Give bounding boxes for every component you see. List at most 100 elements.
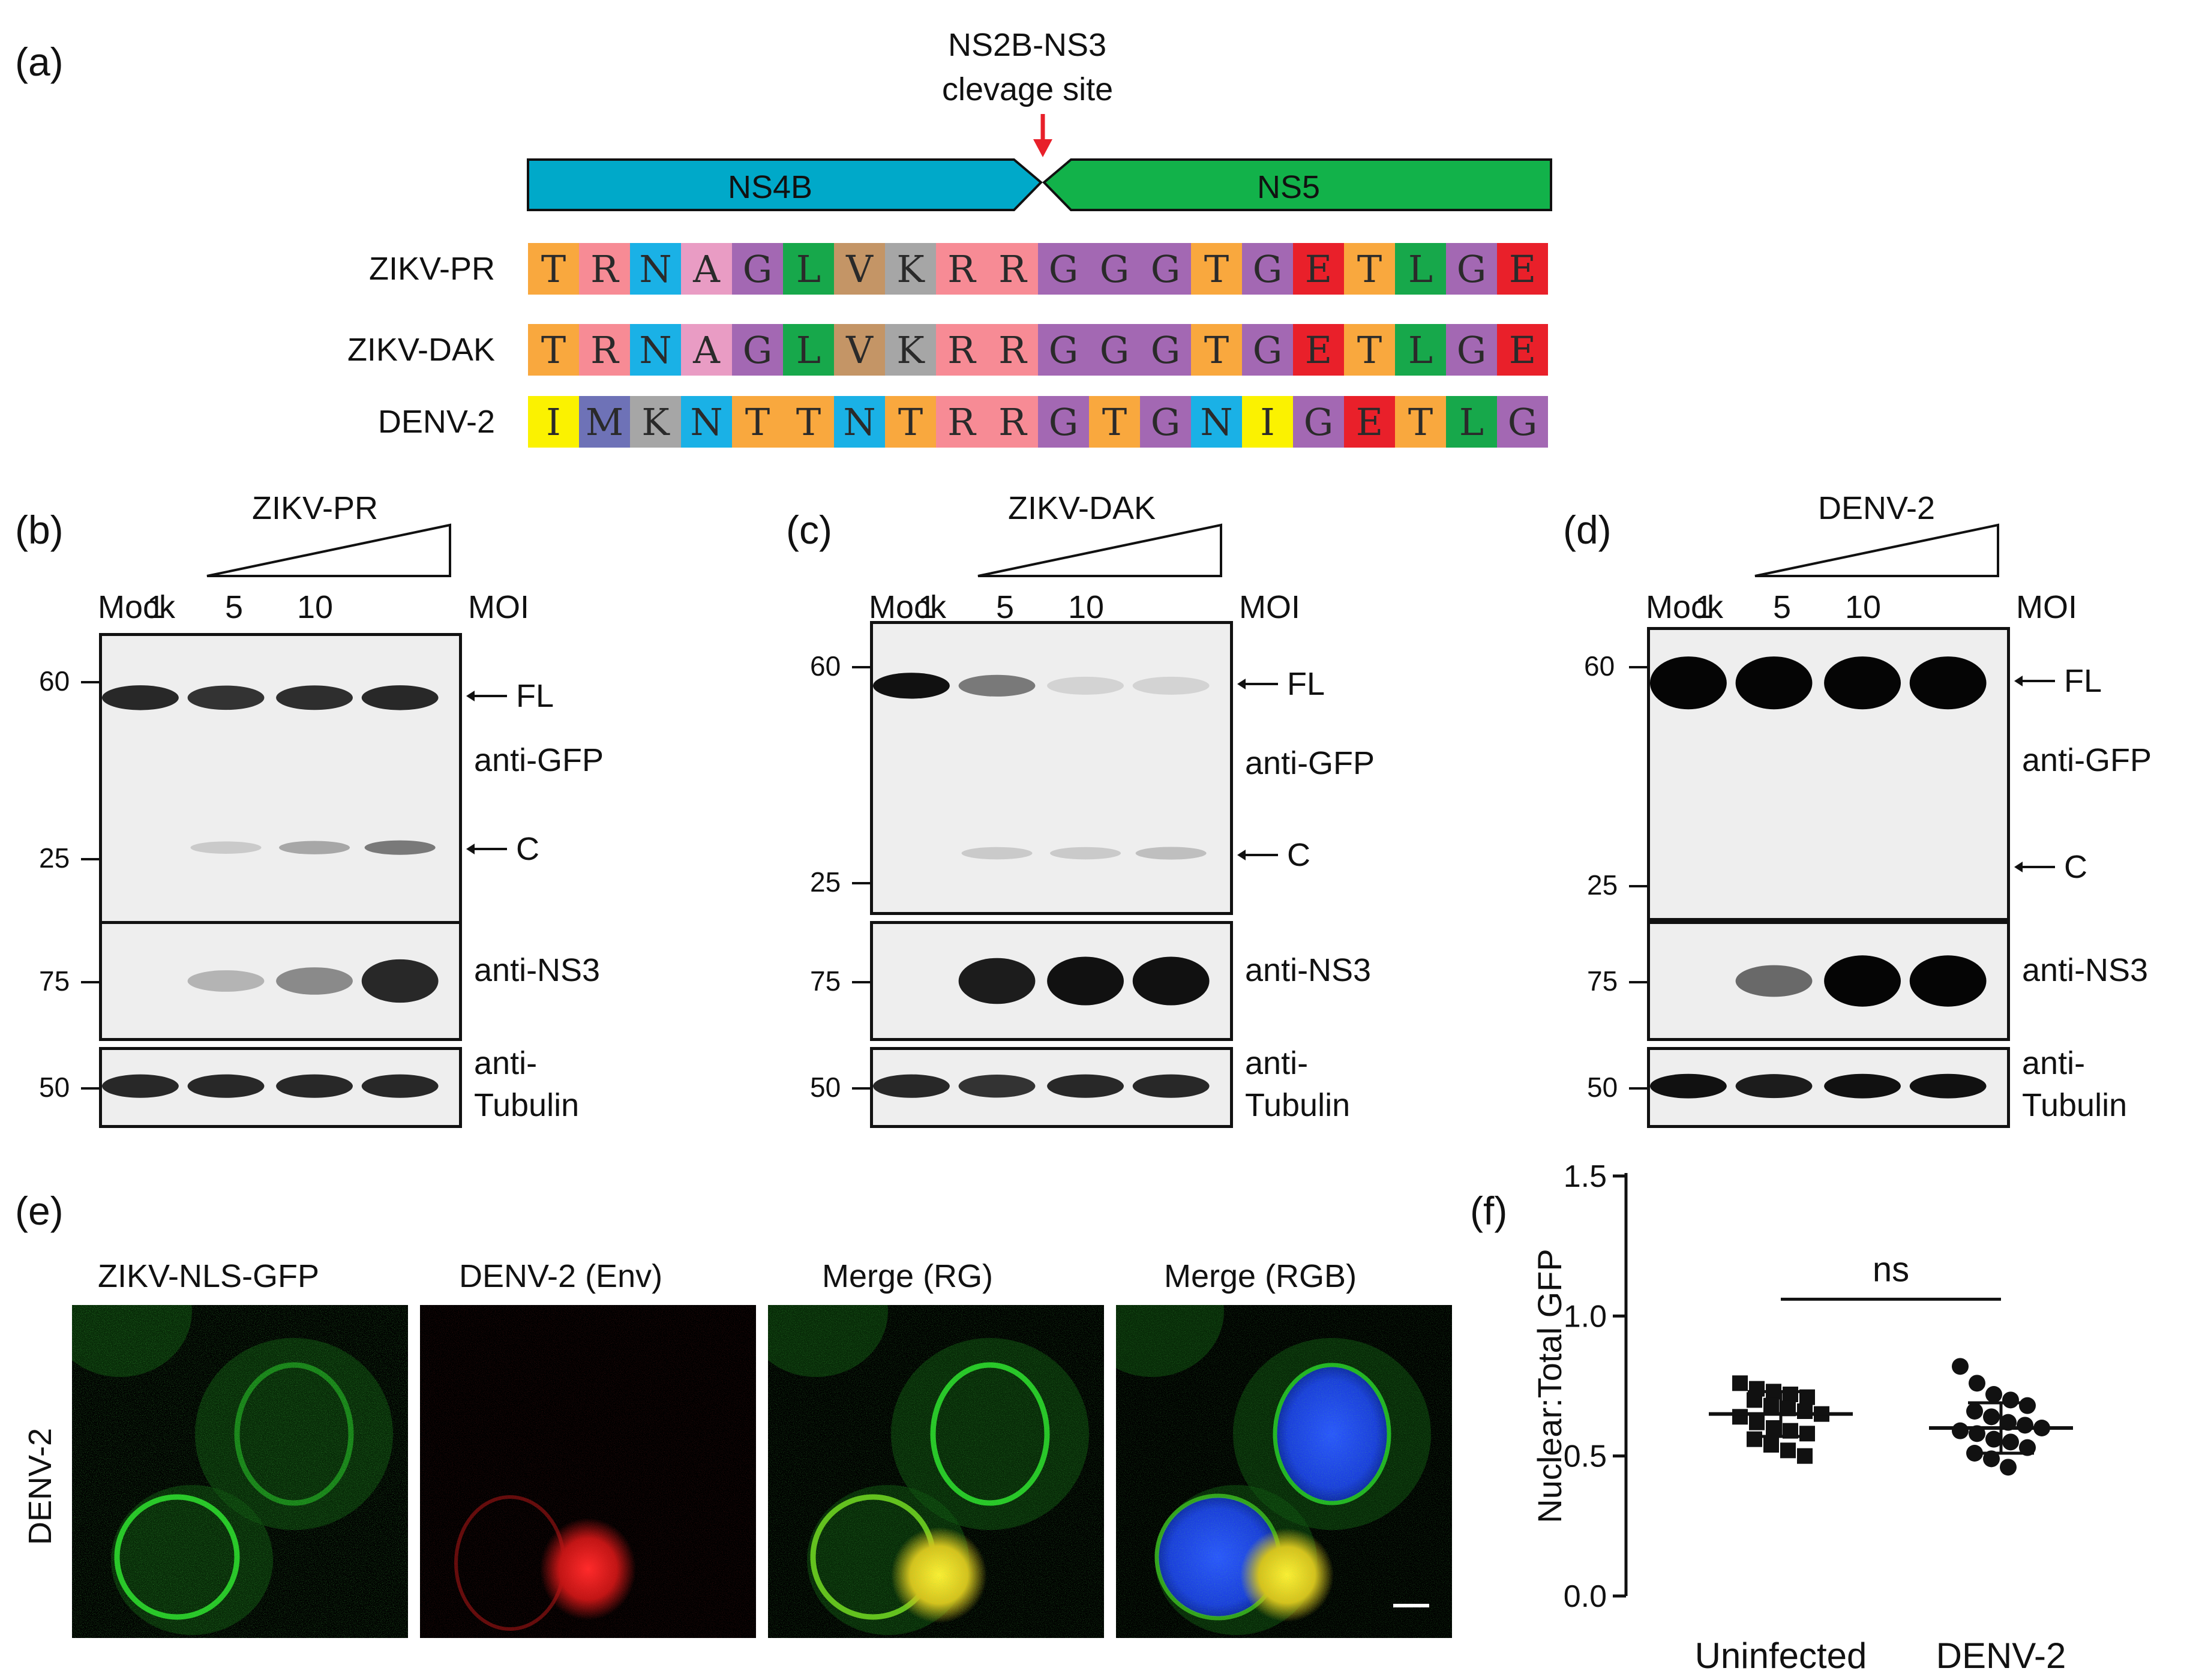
blot-band xyxy=(961,847,1033,860)
lane-label: Mock xyxy=(869,589,947,625)
moi-label: MOI xyxy=(2016,589,2077,625)
tubulin-blot xyxy=(870,1047,1233,1128)
residue-cell: K xyxy=(630,396,681,448)
ns5-label: NS5 xyxy=(1257,169,1321,205)
data-point xyxy=(1985,1386,2002,1403)
residue-cell: G xyxy=(1140,324,1191,376)
residue-cell: N xyxy=(630,324,681,376)
mw-tick xyxy=(81,681,99,683)
left-arrow-icon xyxy=(466,844,507,854)
ns4b-domain-shape xyxy=(527,158,1043,211)
sequence-name: ZIKV-PR xyxy=(368,251,495,287)
data-point xyxy=(1763,1397,1779,1414)
residue-cell: N xyxy=(834,396,885,448)
blot-band xyxy=(1909,1073,1987,1099)
blot-band xyxy=(276,967,353,995)
lane-label: 1 xyxy=(147,589,166,625)
residue-cell: G xyxy=(1242,243,1293,295)
ns3-blot xyxy=(870,921,1233,1041)
micrograph-gfp xyxy=(72,1305,408,1638)
residue-cell: L xyxy=(1395,243,1446,295)
ns4b-label: NS4B xyxy=(728,169,813,205)
residue-cell: T xyxy=(1344,324,1395,376)
mw-marker: 25 xyxy=(1587,869,1618,901)
lane-label: 10 xyxy=(1068,589,1105,625)
residue-cell: N xyxy=(681,396,732,448)
data-point xyxy=(1783,1387,1798,1402)
micro-title-gfp: ZIKV-NLS-GFP xyxy=(98,1258,320,1294)
residue-cell: T xyxy=(885,396,936,448)
x-category-label: DENV-2 xyxy=(1936,1636,2066,1676)
micrograph-merge-rgb xyxy=(1116,1305,1452,1638)
moi-wedge-icon xyxy=(206,523,451,577)
residue-cell: T xyxy=(528,324,579,376)
scale-bar xyxy=(1393,1604,1429,1607)
sequence-name: ZIKV-DAK xyxy=(347,332,495,368)
data-point xyxy=(1766,1420,1781,1436)
lane-label: Mock xyxy=(98,589,176,625)
data-point xyxy=(1747,1431,1762,1447)
data-point xyxy=(1797,1403,1813,1419)
left-arrow-icon xyxy=(2014,862,2055,872)
blot-band xyxy=(276,1074,353,1098)
residue-cell: G xyxy=(1140,396,1191,448)
lane-label: 5 xyxy=(996,589,1015,625)
polyprotein-diagram xyxy=(527,114,1552,211)
blot-band xyxy=(361,1074,439,1098)
data-point xyxy=(1966,1403,1983,1420)
residue-cell: G xyxy=(1497,396,1548,448)
residue-cell: G xyxy=(1038,243,1089,295)
residue-cell: R xyxy=(936,324,987,376)
moi-label: MOI xyxy=(1239,589,1300,625)
residue-cell: T xyxy=(1344,243,1395,295)
c-label: C xyxy=(1287,837,1310,873)
mw-marker: 60 xyxy=(39,665,70,697)
anti-gfp-label: anti-GFP xyxy=(474,742,604,778)
residue-cell: R xyxy=(579,324,630,376)
y-axis-label: Nuclear:Total GFP xyxy=(1531,1249,1568,1523)
blot-band xyxy=(873,673,950,699)
moi-label: MOI xyxy=(468,589,529,625)
data-point xyxy=(1780,1442,1796,1459)
blot-band xyxy=(1047,1074,1124,1098)
mw-tick xyxy=(1629,666,1647,668)
data-point xyxy=(2002,1433,2019,1451)
micro-title-env: DENV-2 (Env) xyxy=(459,1258,663,1294)
anti-tubulin-label-line2: Tubulin xyxy=(474,1087,580,1123)
blot-band xyxy=(1047,676,1124,695)
ns5-domain-shape xyxy=(1042,158,1552,211)
anti-ns3-label: anti-NS3 xyxy=(1245,952,1372,988)
y-tick-label: 0.0 xyxy=(1564,1579,1607,1614)
residue-cell: E xyxy=(1293,243,1344,295)
data-point xyxy=(1952,1422,1969,1439)
residue-cell: R xyxy=(987,243,1038,295)
anti-tubulin-label-line2: Tubulin xyxy=(1245,1087,1351,1123)
fl-label: FL xyxy=(2064,663,2102,699)
panel-a-letter: (a) xyxy=(15,40,64,84)
blot-title: ZIKV-DAK xyxy=(1008,490,1156,526)
panel-e-letter: (e) xyxy=(15,1189,64,1233)
residue-cell: I xyxy=(528,396,579,448)
mw-tick xyxy=(852,666,870,668)
anti-tubulin-label-line1: anti- xyxy=(474,1045,538,1081)
blot-band xyxy=(361,959,439,1003)
data-point xyxy=(2019,1397,2036,1414)
blot-band xyxy=(958,1075,1036,1098)
blot-band xyxy=(1132,1074,1210,1098)
blot-band xyxy=(1132,956,1210,1006)
residue-cell: T xyxy=(732,396,783,448)
residue-cell: R xyxy=(579,243,630,295)
scatter-chart: Nuclear:Total GFP 0.0 0.5 1.0 1.5 Uninfected D… xyxy=(1531,1159,2073,1676)
x-category-label: Uninfected xyxy=(1695,1636,1867,1676)
moi-wedge-icon xyxy=(1754,523,1999,577)
anti-ns3-label: anti-NS3 xyxy=(2022,952,2149,988)
blot-panel-letter: (d) xyxy=(1563,508,1612,552)
moi-wedge-icon xyxy=(977,523,1222,577)
residue-cell: E xyxy=(1497,324,1548,376)
anti-tubulin-label-line1: anti- xyxy=(2022,1045,2086,1081)
anti-gfp-label: anti-GFP xyxy=(2022,742,2152,778)
blot-band xyxy=(102,1074,179,1098)
mw-marker: 60 xyxy=(810,650,841,682)
